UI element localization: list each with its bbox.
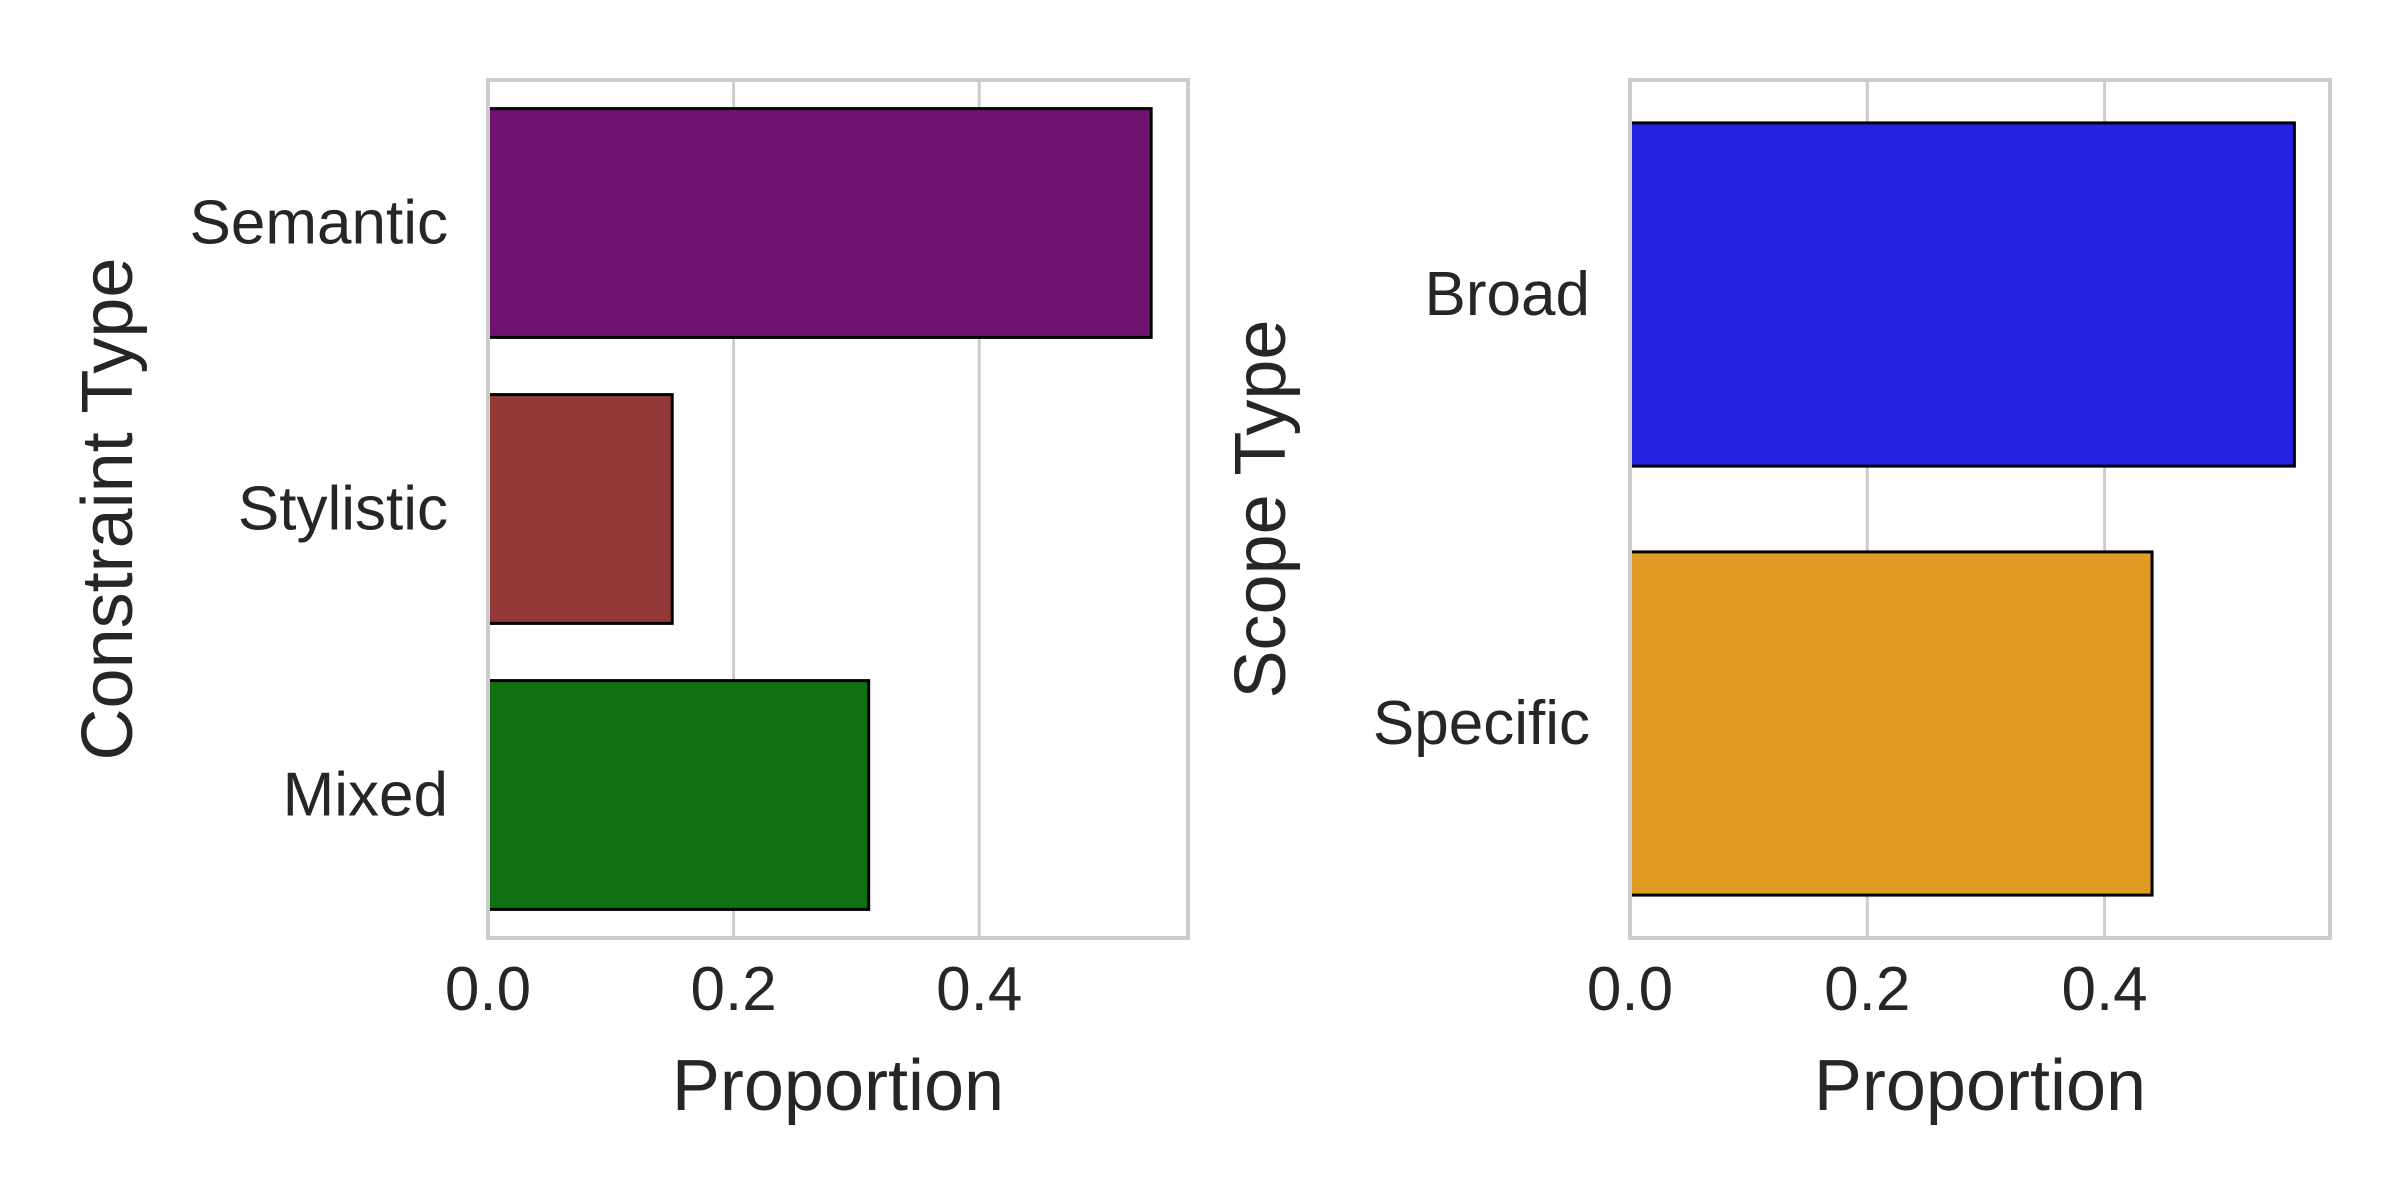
plot-frame bbox=[1628, 78, 2332, 940]
y-axis-label: Scope Type bbox=[1221, 320, 1301, 699]
scope-type-chart: Broad Specific 0.0 0.2 0.4 Proportion Scope Ty… bbox=[1221, 78, 2332, 1126]
x-tick-label: 0.4 bbox=[936, 955, 1022, 1024]
y-tick-label-mixed: Mixed bbox=[283, 761, 448, 830]
plot-frame bbox=[486, 78, 1190, 940]
bar-broad bbox=[1628, 121, 2296, 468]
y-tick-label-specific: Specific bbox=[1373, 689, 1590, 758]
x-axis-label: Proportion bbox=[672, 1046, 1004, 1126]
x-tick-label: 0.0 bbox=[445, 955, 531, 1024]
bar-semantic bbox=[486, 107, 1153, 339]
x-tick-label: 0.4 bbox=[2061, 955, 2147, 1024]
constraint-type-chart: Semantic Stylistic Mixed 0.0 0.2 0.4 Proportio… bbox=[68, 78, 1190, 1126]
y-tick-label-semantic: Semantic bbox=[190, 189, 448, 258]
x-axis-label: Proportion bbox=[1814, 1046, 2146, 1126]
y-tick-label-broad: Broad bbox=[1425, 260, 1590, 329]
x-tick-label: 0.2 bbox=[691, 955, 777, 1024]
bar-mixed bbox=[486, 679, 871, 911]
bar-specific bbox=[1628, 550, 2154, 897]
bar-stylistic bbox=[486, 393, 674, 625]
y-axis-label: Constraint Type bbox=[68, 258, 148, 761]
x-tick-label: 0.0 bbox=[1587, 955, 1673, 1024]
y-tick-label-stylistic: Stylistic bbox=[238, 475, 448, 544]
x-tick-label: 0.2 bbox=[1824, 955, 1910, 1024]
